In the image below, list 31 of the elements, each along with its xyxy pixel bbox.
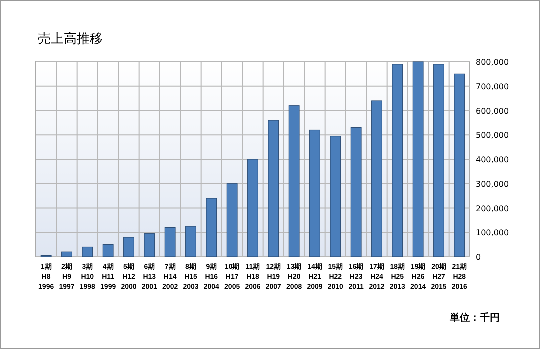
y-tick-label: 500,000 [476, 131, 510, 140]
bar [288, 106, 300, 258]
text: 単位：千円 [449, 312, 500, 324]
y-tick-label: 600,000 [476, 106, 510, 116]
y-tick-label: 100,000 [476, 228, 510, 238]
bar [186, 226, 196, 258]
bar [226, 184, 238, 258]
bar [454, 74, 466, 258]
bar [124, 237, 134, 258]
y-tick-label: 0 [476, 253, 482, 262]
bar [102, 244, 114, 258]
y-tick-label: 700,000 [476, 82, 510, 92]
bar [392, 64, 404, 258]
bar [82, 246, 94, 258]
bar [144, 234, 156, 258]
bar [372, 100, 382, 258]
bar [164, 227, 176, 258]
bar [206, 198, 218, 258]
bar [330, 136, 342, 258]
bar [268, 120, 280, 258]
y-tick-label: 800,000 [476, 58, 510, 67]
bar [412, 62, 424, 258]
y-tick-label: 200,000 [476, 204, 510, 214]
bar [62, 252, 72, 258]
bar [310, 130, 320, 258]
chart-title: 売上高推移 [38, 31, 103, 47]
bar [434, 64, 444, 258]
bar [248, 159, 258, 258]
y-tick-label: 300,000 [476, 180, 510, 189]
y-tick-label: 400,000 [476, 156, 510, 164]
bar [350, 128, 362, 258]
